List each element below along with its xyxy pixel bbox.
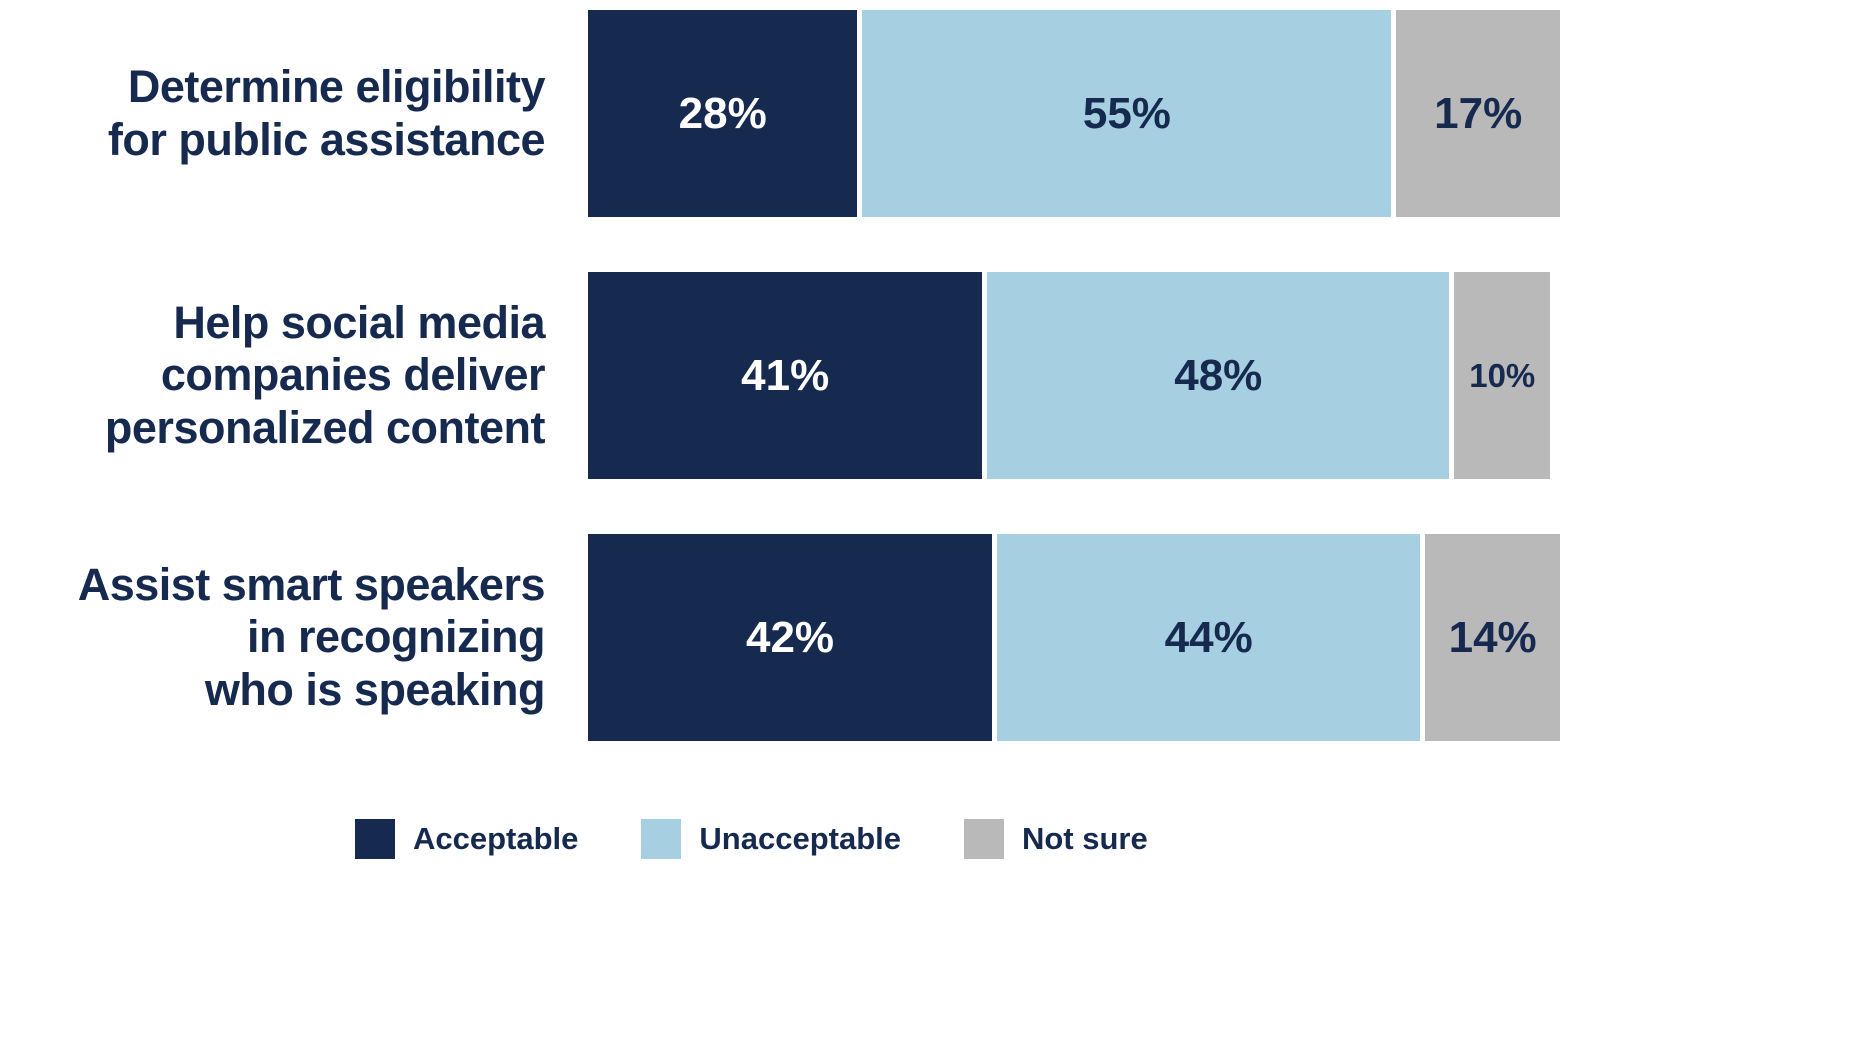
legend-item-unacceptable: Unacceptable [641,819,901,859]
stacked-bar: 42% 44% 14% [588,534,1560,741]
stacked-bar: 41% 48% 10% [588,272,1551,479]
chart-row: Determine eligibility for public assistan… [0,10,1876,217]
bar-segment-unacceptable: 55% [862,10,1392,217]
bar-segment-acceptable: 28% [588,10,858,217]
chart-row: Assist smart speakers in recognizing who i… [0,534,1876,741]
bar-segment-not-sure: 10% [1454,272,1551,479]
legend-label: Unacceptable [699,821,901,856]
legend-label: Not sure [1021,821,1148,856]
bar-segment-not-sure: 17% [1396,10,1560,217]
segment-value-label: 41% [741,350,830,400]
segment-value-label: 28% [678,88,767,138]
legend-item-acceptable: Acceptable [355,819,578,859]
category-label-line: personalized content [104,401,546,453]
category-label-line: Determine eligibility [127,60,546,112]
legend: Acceptable Unacceptable Not sure [355,819,1876,859]
category-label-line: in recognizing [246,611,546,663]
category-label-line: for public assistance [107,113,546,165]
chart-row: Help social media companies deliver person… [0,272,1876,479]
bar-segment-acceptable: 41% [588,272,983,479]
stacked-bar: 28% 55% 17% [588,10,1560,217]
legend-label: Acceptable [413,821,579,856]
segment-value-label: 10% [1469,356,1536,394]
legend-swatch-not-sure [963,819,1004,859]
chart-rows: Determine eligibility for public assistan… [0,10,1876,741]
bar-segment-unacceptable: 44% [997,534,1421,741]
stacked-bar-chart: Determine eligibility for public assistan… [0,10,1876,859]
segment-value-label: 14% [1448,612,1537,662]
category-label-line: who is speaking [204,663,546,715]
legend-swatch-acceptable [355,819,395,859]
segment-value-label: 55% [1082,88,1171,138]
legend-item-not-sure: Not sure [963,819,1148,859]
segment-value-label: 48% [1174,350,1263,400]
category-label-line: Help social media [173,296,545,348]
category-label: Help social media companies deliver person… [0,296,546,455]
bar-segment-unacceptable: 48% [987,272,1450,479]
segment-value-label: 42% [745,612,835,662]
segment-value-label: 44% [1164,612,1253,662]
category-label-line: companies deliver [160,349,546,401]
legend-swatch-unacceptable [641,819,682,859]
segment-value-label: 17% [1434,88,1523,138]
category-label-line: Assist smart speakers [77,558,546,610]
category-label: Assist smart speakers in recognizing who i… [0,558,546,717]
category-label: Determine eligibility for public assistan… [0,60,546,166]
bar-segment-acceptable: 42% [588,534,993,741]
bar-segment-not-sure: 14% [1425,534,1560,741]
